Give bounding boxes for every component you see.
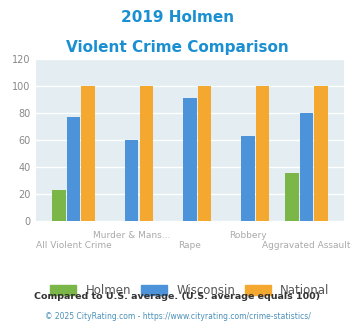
Bar xyxy=(198,86,211,221)
Text: Robbery: Robbery xyxy=(229,231,267,240)
Text: 2019 Holmen: 2019 Holmen xyxy=(121,10,234,25)
Bar xyxy=(125,140,138,221)
Bar xyxy=(67,117,80,221)
Text: Aggravated Assault: Aggravated Assault xyxy=(262,241,351,250)
Bar xyxy=(81,86,95,221)
Text: Murder & Mans...: Murder & Mans... xyxy=(93,231,170,240)
Text: All Violent Crime: All Violent Crime xyxy=(36,241,111,250)
Bar xyxy=(140,86,153,221)
Bar xyxy=(52,190,66,221)
Bar xyxy=(285,173,299,221)
Legend: Holmen, Wisconsin, National: Holmen, Wisconsin, National xyxy=(47,280,333,300)
Text: Rape: Rape xyxy=(179,241,201,250)
Bar xyxy=(300,113,313,221)
Text: Compared to U.S. average. (U.S. average equals 100): Compared to U.S. average. (U.S. average … xyxy=(34,292,321,301)
Bar xyxy=(241,136,255,221)
Text: Violent Crime Comparison: Violent Crime Comparison xyxy=(66,40,289,54)
Bar xyxy=(314,86,328,221)
Bar xyxy=(256,86,269,221)
Bar xyxy=(183,98,197,221)
Text: © 2025 CityRating.com - https://www.cityrating.com/crime-statistics/: © 2025 CityRating.com - https://www.city… xyxy=(45,312,310,321)
